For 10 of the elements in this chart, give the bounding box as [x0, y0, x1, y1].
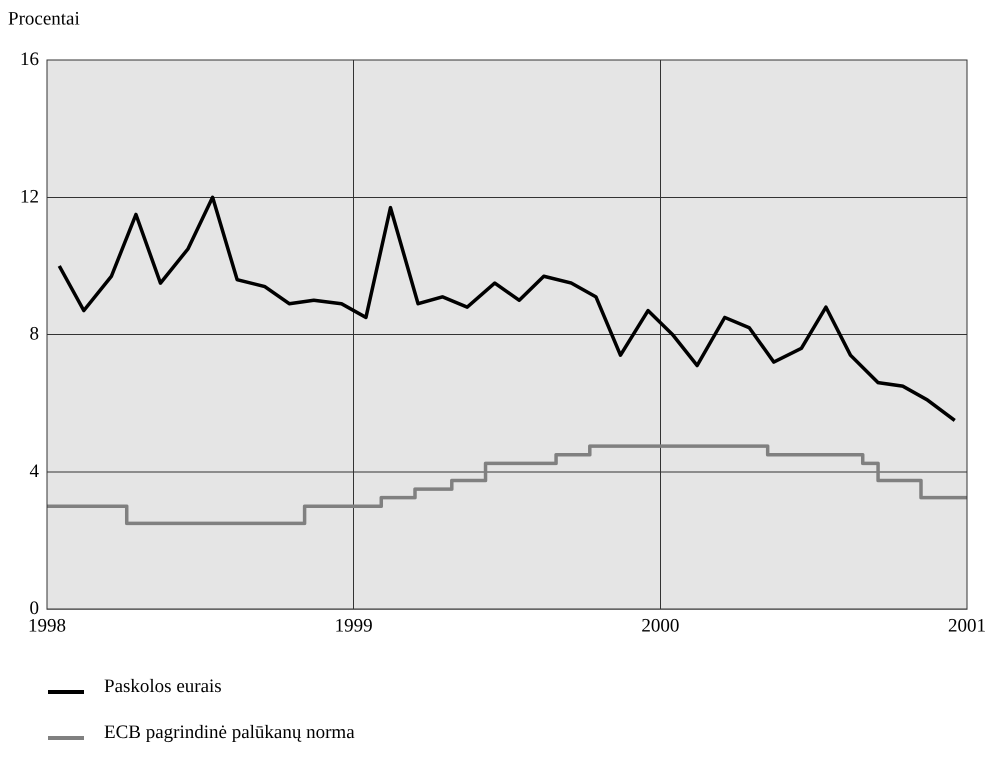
y-tick-label: 16 [20, 48, 39, 70]
y-tick-label: 4 [30, 460, 40, 482]
y-tick-label: 8 [30, 324, 39, 345]
x-tick-label: 2000 [641, 616, 680, 637]
y-tick-label: 12 [20, 186, 39, 208]
x-tick-label: 1999 [334, 616, 373, 637]
y-axis-title: Procentai [8, 8, 80, 30]
x-tick-label: 2001 [948, 616, 986, 637]
legend-label: ECB pagrindinė palūkanų norma [104, 722, 355, 744]
legend-label: Paskolos eurais [104, 676, 222, 698]
